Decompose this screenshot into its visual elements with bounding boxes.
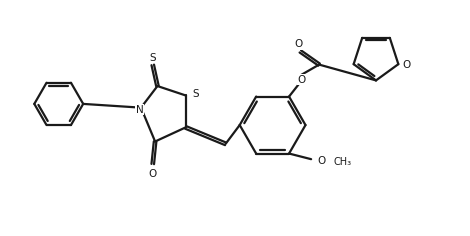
Text: O: O — [295, 39, 303, 50]
Text: O: O — [149, 169, 157, 178]
Text: S: S — [193, 89, 199, 99]
Text: O: O — [402, 60, 410, 70]
Text: CH₃: CH₃ — [333, 157, 352, 167]
Text: S: S — [149, 53, 156, 63]
Text: O: O — [297, 75, 306, 85]
Text: N: N — [136, 105, 143, 115]
Text: O: O — [317, 156, 325, 166]
